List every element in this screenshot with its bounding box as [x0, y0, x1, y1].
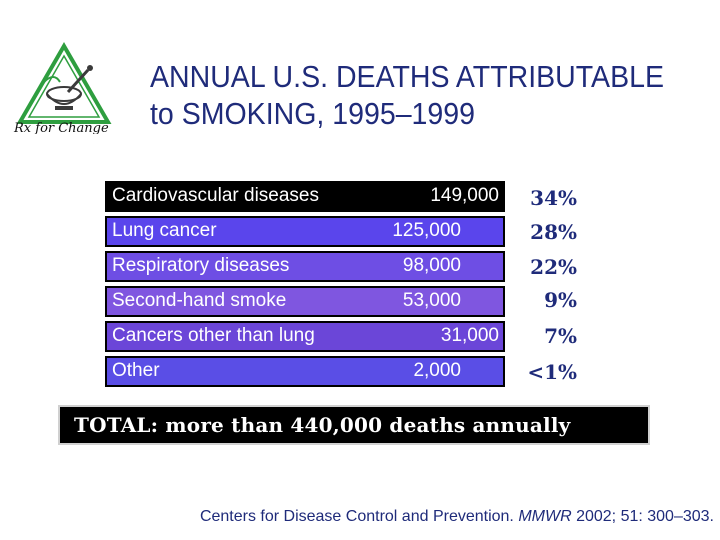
- cause-label: Respiratory diseases: [112, 255, 290, 276]
- deaths-value: 98,000: [402, 255, 461, 276]
- table-row: Cancers other than lung 31,000: [105, 321, 505, 352]
- slide-title: ANNUAL U.S. DEATHS ATTRIBUTABLE to SMOKI…: [150, 58, 665, 132]
- deaths-value: 2,000: [413, 360, 461, 381]
- cause-label: Second-hand smoke: [112, 290, 287, 311]
- deaths-value: 53,000: [402, 290, 461, 311]
- deaths-value: 31,000: [440, 325, 499, 346]
- source-suffix: 2002; 51: 300–303.: [571, 508, 714, 525]
- table-row: Other 2,000: [105, 356, 505, 387]
- cause-label: Cardiovascular diseases: [112, 185, 319, 206]
- title-line-1: ANNUAL U.S. DEATHS ATTRIBUTABLE: [150, 59, 664, 94]
- percent-value: 7%: [544, 324, 577, 348]
- percent-value: 22%: [530, 255, 577, 279]
- table-row: Respiratory diseases 98,000: [105, 251, 505, 282]
- source-prefix: Centers for Disease Control and Preventi…: [199, 508, 519, 525]
- logo-text: Rx for Change: [13, 121, 109, 134]
- deaths-value: 125,000: [392, 220, 461, 241]
- total-banner: TOTAL: more than 440,000 deaths annually: [58, 405, 650, 445]
- table-row: Cardiovascular diseases 149,000: [105, 181, 505, 212]
- cause-label: Cancers other than lung: [112, 325, 315, 346]
- rx-for-change-logo: Rx for Change: [13, 42, 112, 134]
- percent-value: 34%: [530, 186, 577, 210]
- table-row: Second-hand smoke 53,000: [105, 286, 505, 317]
- source-journal: MMWR: [518, 508, 572, 525]
- cause-label: Other: [112, 360, 160, 381]
- cause-label: Lung cancer: [112, 220, 217, 241]
- percent-value: 9%: [544, 288, 577, 312]
- percent-value: <1%: [527, 360, 577, 384]
- deaths-value: 149,000: [430, 185, 499, 206]
- source-citation: Centers for Disease Control and Preventi…: [200, 508, 714, 526]
- total-text: TOTAL: more than 440,000 deaths annually: [74, 413, 571, 437]
- percent-value: 28%: [530, 220, 577, 244]
- title-line-2: to SMOKING, 1995–1999: [150, 96, 476, 131]
- table-row: Lung cancer 125,000: [105, 216, 505, 247]
